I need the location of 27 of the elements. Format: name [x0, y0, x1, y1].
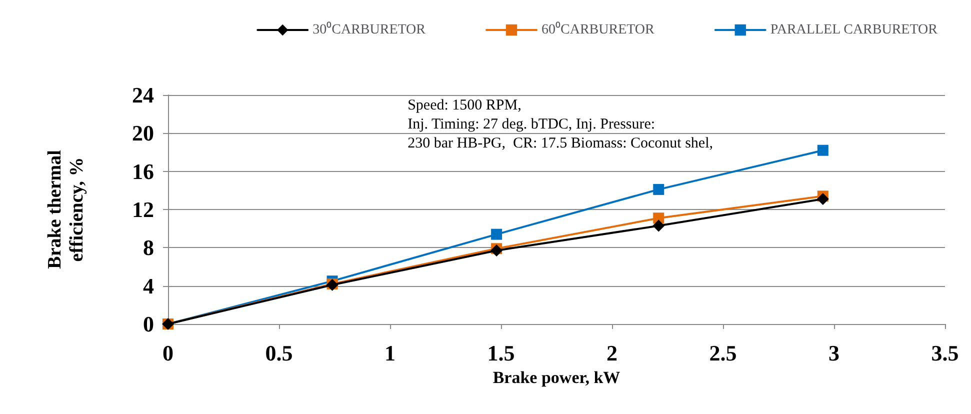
point — [653, 184, 664, 195]
point — [491, 228, 502, 240]
x-tick-label: 1.5 — [487, 340, 515, 366]
x-tick-label: 2.5 — [709, 340, 737, 366]
x-tick-label: 0 — [162, 340, 174, 366]
legend-label: 60⁰CARBURETOR — [541, 22, 656, 38]
point — [816, 193, 829, 206]
y-tick-label: 24 — [132, 82, 154, 108]
point — [652, 220, 665, 232]
x-tick-label: 3 — [828, 340, 840, 366]
y-tick-label: 4 — [143, 273, 154, 298]
x-axis-title: Brake power, kW — [492, 368, 620, 387]
y-tick-label: 0 — [143, 312, 154, 336]
point — [490, 244, 503, 257]
x-tick-label: 3.5 — [931, 340, 959, 366]
annotation: Speed: 1500 RPM, Inj. Timing: 27 deg. bTDC, Inj. Pressure: 230 bar HB-PG, CR: 17.5 Biomass: Coconut shel, — [408, 98, 713, 152]
y-axis-title: Brake thermal efficiency, % — [44, 150, 88, 269]
y-tick-label: 12 — [132, 197, 154, 222]
x-tick-label: 1 — [384, 340, 396, 366]
legend-label: 30⁰CARBURETOR — [312, 22, 426, 38]
x-tick-label: 0.5 — [265, 340, 293, 366]
legend-label: PARALLEL CARBURETOR — [770, 22, 938, 38]
point — [817, 144, 828, 156]
x-tick-label: 2 — [606, 340, 618, 366]
y-tick-label: 20 — [132, 120, 154, 146]
y-tick-label: 16 — [132, 158, 154, 184]
y-tick-label: 8 — [143, 235, 154, 260]
